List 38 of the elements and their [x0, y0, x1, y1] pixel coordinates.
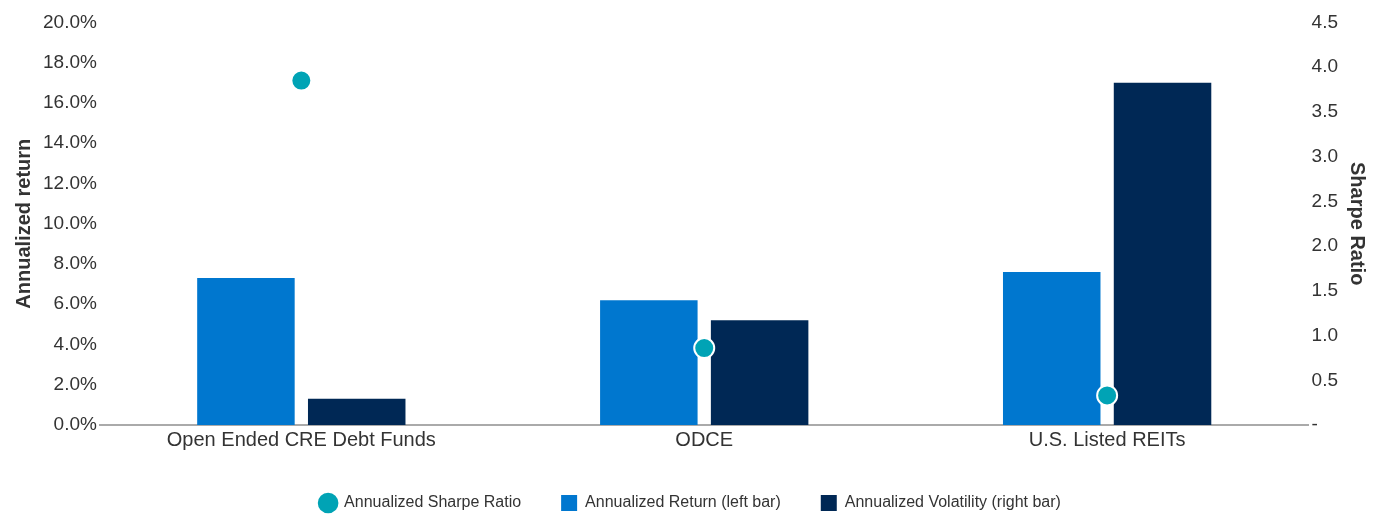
- y2-tick-label: 3.5: [1311, 100, 1339, 122]
- bar: [1002, 272, 1101, 425]
- x-tick-label: Open Ended CRE Debt Funds: [166, 427, 436, 450]
- x-tick-label: ODCE: [675, 427, 734, 450]
- y2-tick-label: 4.0: [1311, 55, 1339, 77]
- legend-label: Annualized Volatility (right bar): [844, 493, 1061, 511]
- point: [290, 69, 313, 92]
- y-tick-label: 6.0%: [53, 292, 97, 314]
- x-tick-label: U.S. Listed REITs: [1028, 427, 1186, 450]
- legend-label: Annualized Return (left bar): [585, 493, 781, 511]
- bar: [600, 300, 698, 425]
- y2-tick-label: 2.0: [1311, 234, 1339, 256]
- y2-tick-label: 1.0: [1311, 323, 1339, 345]
- y-tick-label: 14.0%: [43, 131, 97, 153]
- y-tick-label: 2.0%: [53, 372, 97, 394]
- y2-tick-label: 3.0: [1311, 144, 1339, 166]
- point: [1096, 384, 1119, 407]
- y2-tick-label: -: [1311, 413, 1318, 435]
- y-tick-label: 0.0%: [53, 413, 97, 435]
- y2-tick-label: 2.5: [1311, 189, 1339, 211]
- y2-tick-label: 1.5: [1311, 279, 1339, 301]
- y-tick-label: 18.0%: [43, 50, 97, 72]
- y-tick-label: 12.0%: [43, 171, 97, 193]
- y-tick-label: 8.0%: [53, 252, 97, 274]
- y2-tick-label: 4.5: [1311, 10, 1339, 32]
- y-tick-label: 16.0%: [43, 91, 97, 113]
- y-tick-label: 20.0%: [43, 10, 97, 32]
- y-tick-label: 10.0%: [43, 211, 97, 233]
- bar: [1113, 82, 1212, 425]
- bar: [307, 398, 406, 425]
- point: [693, 337, 716, 360]
- y-axis-title: Annualized return: [11, 138, 34, 309]
- y2-axis-title: Sharpe Ratio: [1347, 162, 1370, 286]
- bar: [197, 278, 295, 425]
- legend-label: Annualized Sharpe Ratio: [344, 493, 522, 511]
- y2-tick-label: 0.5: [1311, 368, 1339, 390]
- y-tick-label: 4.0%: [53, 332, 97, 354]
- bar: [710, 320, 809, 425]
